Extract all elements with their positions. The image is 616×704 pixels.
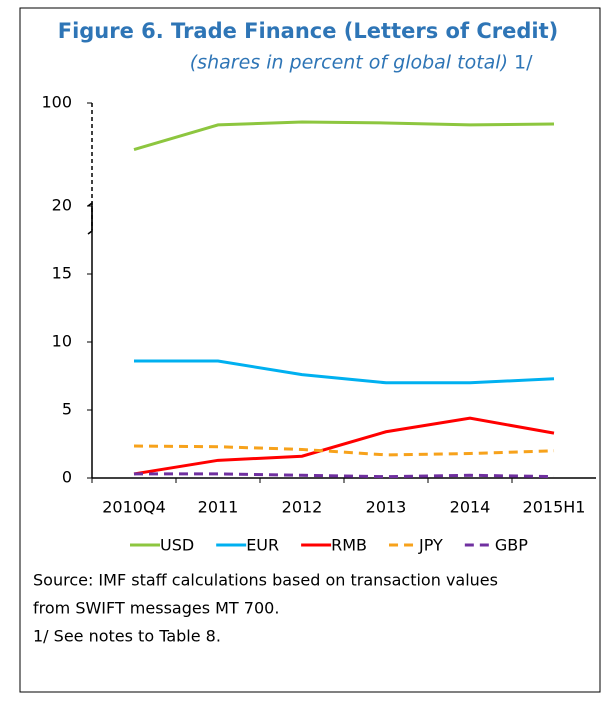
chart-title: Figure 6. Trade Finance (Letters of Cred… [58,19,559,43]
y-tick-label: 100 [41,93,72,112]
y-tick-label: 20 [52,196,72,215]
x-tick-label: 2011 [198,498,239,517]
x-tick-label: 2013 [366,498,407,517]
series-line [134,359,555,385]
legend-label: JPY [418,536,443,555]
legend-label: RMB [331,536,367,555]
legend-label: EUR [246,536,279,555]
y-tick-label: 10 [52,332,72,351]
frame [19,7,601,693]
series-line [133,416,555,476]
legend-label: USD [160,536,194,555]
x-tick-label: 2015H1 [523,498,586,517]
y-tick-label: 5 [62,400,72,419]
series-line [133,444,555,457]
y-tick-label: 15 [52,264,72,283]
x-tick-label: 2014 [450,498,491,517]
note: Source: IMF staff calculations based on … [33,571,498,590]
y-tick-label: 0 [62,468,72,487]
chart-subtitle: (shares in percent of global total) [190,52,508,74]
legend-label: GBP [495,536,528,555]
x-tick-label: 2010Q4 [102,498,166,517]
note: 1/ See notes to Table 8. [33,627,221,646]
axis-break [87,201,93,235]
x-tick-label: 2012 [282,498,323,517]
note: from SWIFT messages MT 700. [33,599,279,618]
series-line [134,472,555,479]
subtitle-note: 1/ [514,52,533,74]
series-line [133,120,555,151]
